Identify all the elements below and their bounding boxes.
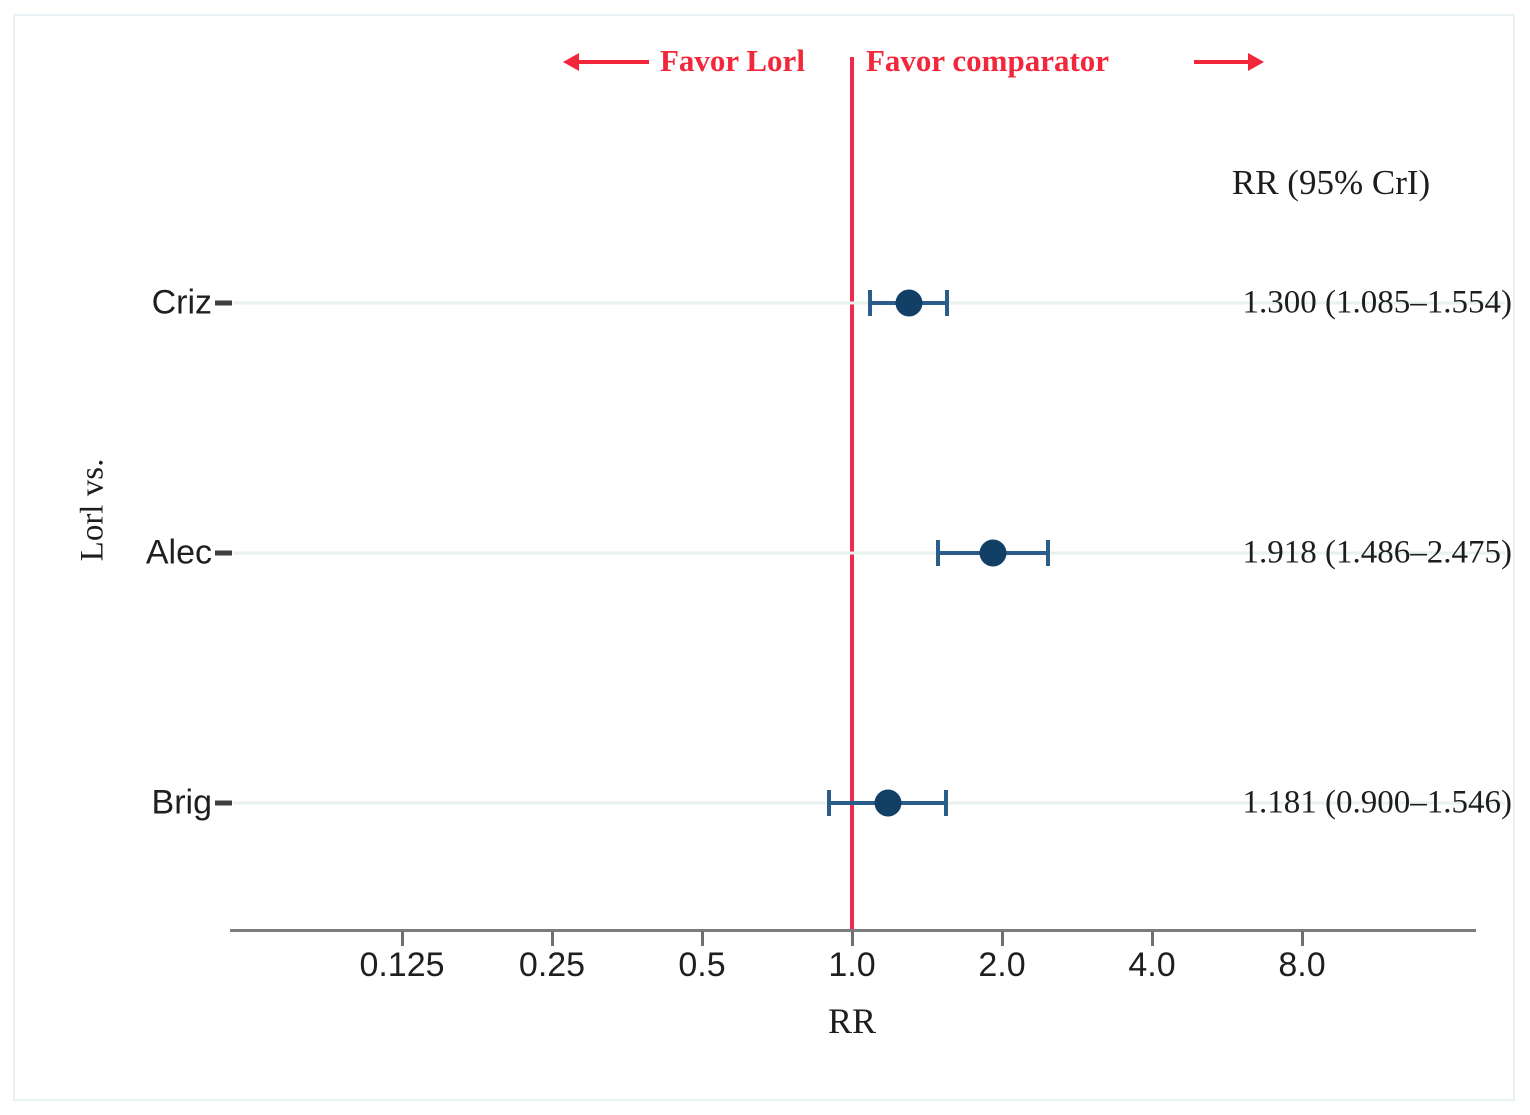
x-tick xyxy=(851,931,854,946)
x-tick xyxy=(551,931,554,946)
x-tick-label: 0.25 xyxy=(518,946,586,984)
point-estimate-marker xyxy=(874,789,902,817)
point-estimate-marker xyxy=(895,289,923,317)
right-arrow-line xyxy=(1194,60,1250,64)
rr-value-text: 1.300 (1.085–1.554) xyxy=(1242,284,1512,321)
favor-comparator-label: Favor comparator xyxy=(866,43,1110,78)
x-tick xyxy=(1001,931,1004,946)
y-tick xyxy=(215,800,232,806)
x-tick-label: 2.0 xyxy=(978,946,1026,984)
x-tick xyxy=(1301,931,1304,946)
ci-upper-cap xyxy=(1046,540,1051,566)
x-tick xyxy=(701,931,704,946)
x-tick xyxy=(401,931,404,946)
ci-upper-cap xyxy=(944,790,949,816)
left-arrow-line xyxy=(577,60,649,64)
ci-lower-cap xyxy=(867,290,872,316)
ci-upper-cap xyxy=(945,290,950,316)
reference-line xyxy=(850,57,854,931)
ci-lower-cap xyxy=(935,540,940,566)
row-label: Brig xyxy=(151,783,212,822)
x-axis-line xyxy=(230,929,1476,932)
rr-value-text: 1.181 (0.900–1.546) xyxy=(1242,784,1512,821)
x-tick-label: 1.0 xyxy=(828,946,876,984)
row-label: Alec xyxy=(145,533,212,572)
x-tick-label: 8.0 xyxy=(1278,946,1326,984)
y-tick xyxy=(215,300,232,306)
column-header: RR (95% CrI) xyxy=(1231,163,1431,202)
row-gridline xyxy=(233,551,1505,555)
y-tick xyxy=(215,550,232,556)
favor-lorl-label: Favor Lorl xyxy=(660,43,805,78)
point-estimate-marker xyxy=(979,539,1007,567)
x-tick-label: 4.0 xyxy=(1128,946,1176,984)
row-label: Criz xyxy=(151,283,212,322)
x-tick xyxy=(1151,931,1154,946)
left-arrow-icon xyxy=(563,53,579,71)
x-tick-label: 0.5 xyxy=(678,946,726,984)
right-arrow-icon xyxy=(1248,53,1264,71)
ci-lower-cap xyxy=(827,790,832,816)
rr-value-text: 1.918 (1.486–2.475) xyxy=(1242,534,1512,571)
x-tick-label: 0.125 xyxy=(359,946,445,984)
x-axis-title: RR xyxy=(827,1001,877,1041)
